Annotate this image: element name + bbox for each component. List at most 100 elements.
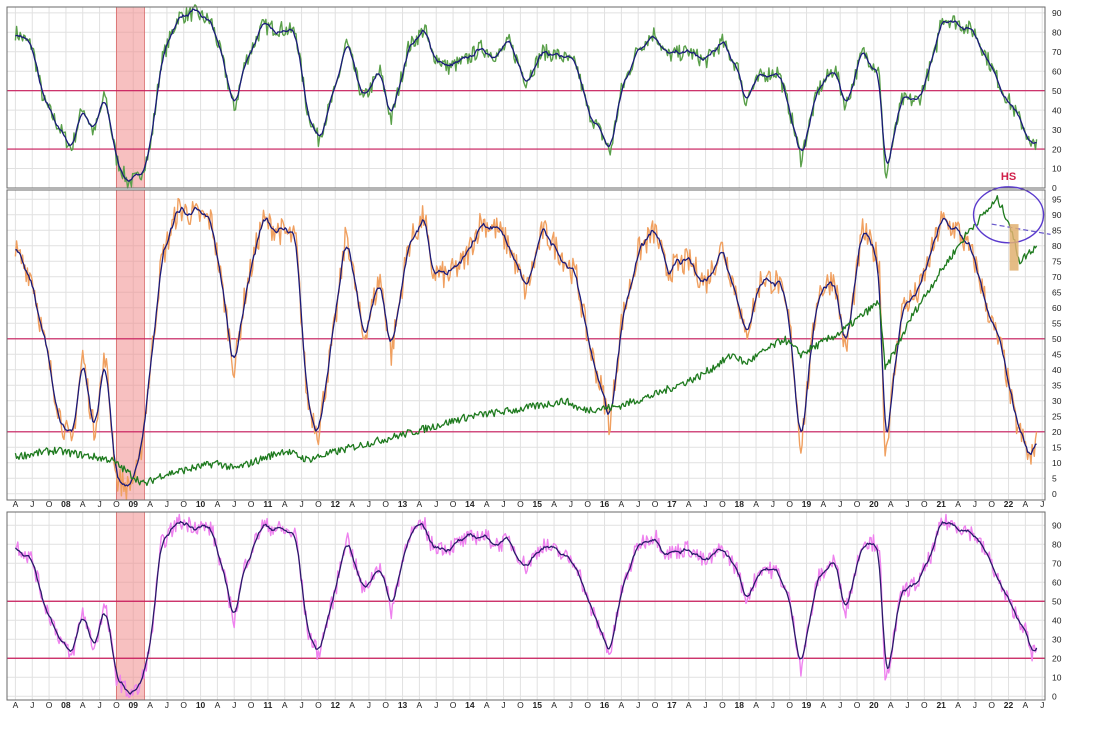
x-tick-label: O (248, 499, 255, 509)
x-tick-label: O (854, 700, 861, 710)
x-tick-label: J (569, 499, 573, 509)
x-tick-label: 10 (196, 499, 206, 509)
x-tick-label: J (299, 499, 303, 509)
top-panel-border (6, 6, 1046, 189)
x-tick-label: A (147, 499, 153, 509)
x-tick-label: O (719, 499, 726, 509)
y-tick-label: 60 (1052, 577, 1062, 587)
annotation-ellipse (972, 186, 1045, 244)
x-tick-label: A (821, 499, 827, 509)
x-tick-label: J (97, 700, 101, 710)
x-tick-label: 22 (1004, 499, 1014, 509)
x-tick-label: 14 (465, 499, 475, 509)
x-tick-label: A (484, 499, 490, 509)
y-tick-label: 20 (1052, 144, 1062, 154)
y-tick-label: 20 (1052, 427, 1062, 437)
series-smoothed-line (15, 206, 1037, 487)
x-tick-label: 09 (129, 499, 139, 509)
x-tick-label: 13 (398, 700, 408, 710)
x-tick-label: A (821, 700, 827, 710)
x-tick-label: 21 (936, 499, 946, 509)
y-tick-label: 70 (1052, 558, 1062, 568)
x-tick-label: J (367, 700, 371, 710)
x-tick-label: O (517, 499, 524, 509)
x-tick-label: 15 (532, 499, 542, 509)
x-tick-label: J (973, 499, 977, 509)
y-tick-label: 90 (1052, 520, 1062, 530)
x-tick-label: J (973, 700, 977, 710)
x-tick-label: O (315, 499, 322, 509)
y-tick-label: 30 (1052, 396, 1062, 406)
x-tick-label: O (652, 499, 659, 509)
y-tick-label: 70 (1052, 272, 1062, 282)
highlight-band (116, 6, 145, 189)
y-tick-label: 25 (1052, 412, 1062, 422)
x-tick-label: 19 (802, 700, 812, 710)
x-tick-label: J (434, 499, 438, 509)
x-tick-label: A (349, 700, 355, 710)
x-tick-label: A (955, 499, 961, 509)
y-tick-label: 0 (1052, 691, 1057, 701)
y-tick-label: 75 (1052, 257, 1062, 267)
x-tick-label: J (838, 700, 842, 710)
y-tick-label: 80 (1052, 539, 1062, 549)
x-tick-label: 17 (667, 700, 677, 710)
x-tick-label: O (854, 499, 861, 509)
y-tick-label: 40 (1052, 365, 1062, 375)
x-tick-label: J (501, 700, 505, 710)
x-tick-label: 22 (1004, 700, 1014, 710)
y-tick-label: 85 (1052, 226, 1062, 236)
y-tick-label: 50 (1052, 86, 1062, 96)
x-tick-label: A (13, 700, 19, 710)
y-tick-label: 0 (1052, 489, 1057, 499)
x-tick-label: 12 (330, 700, 340, 710)
x-tick-label: A (753, 499, 759, 509)
x-tick-label: A (80, 499, 86, 509)
x-axis-bottom: A J O 08 A J O 09 A J O 10 A J O 11 A J O 12 A J O 13 A J O 14 A J O 15… (13, 700, 1045, 710)
x-tick-label: J (367, 499, 371, 509)
x-tick-label: A (753, 700, 759, 710)
x-tick-label: O (315, 700, 322, 710)
x-tick-label: J (771, 700, 775, 710)
x-tick-label: J (232, 700, 236, 710)
x-tick-label: J (1040, 700, 1044, 710)
annotation-bar (1009, 224, 1019, 271)
x-tick-label: O (248, 700, 255, 710)
y-tick-label: 30 (1052, 634, 1062, 644)
x-tick-label: J (1040, 499, 1044, 509)
annotation-label: HS (1001, 171, 1016, 183)
x-tick-label: O (113, 700, 120, 710)
y-tick-label: 40 (1052, 105, 1062, 115)
x-tick-label: 16 (600, 700, 610, 710)
x-tick-label: J (501, 499, 505, 509)
y-tick-label: 70 (1052, 47, 1062, 57)
y-tick-label: 95 (1052, 195, 1062, 205)
x-tick-label: O (719, 700, 726, 710)
highlight-band (116, 511, 145, 701)
x-tick-label: 14 (465, 700, 475, 710)
x-tick-label: 09 (129, 700, 139, 710)
x-tick-label: J (636, 700, 640, 710)
x-tick-label: 16 (600, 499, 610, 509)
middle-panel: HS 0 5 10 15 20 25 30 35 40 45 50 55 60 65 70 75 80 85 90 95 (6, 171, 1062, 501)
x-tick-label: O (382, 499, 389, 509)
y-tick-label: 10 (1052, 672, 1062, 682)
x-tick-label: 19 (802, 499, 812, 509)
x-tick-label: A (282, 700, 288, 710)
x-tick-label: A (888, 700, 894, 710)
x-tick-label: 11 (263, 499, 272, 509)
x-tick-label: A (686, 499, 692, 509)
x-tick-label: 11 (263, 700, 272, 710)
x-tick-label: O (988, 499, 995, 509)
x-tick-label: O (113, 499, 120, 509)
x-tick-label: 10 (196, 700, 206, 710)
x-tick-label: J (30, 499, 34, 509)
x-tick-label: A (417, 700, 423, 710)
x-tick-label: A (1023, 499, 1029, 509)
x-tick-label: J (905, 700, 909, 710)
x-tick-label: A (215, 499, 221, 509)
middle-panel-border (6, 189, 1046, 501)
x-tick-label: A (551, 700, 557, 710)
